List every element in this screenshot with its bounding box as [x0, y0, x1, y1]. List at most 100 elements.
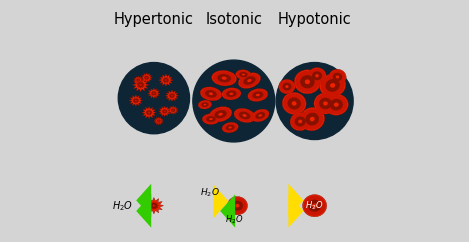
Ellipse shape — [308, 68, 326, 84]
Polygon shape — [148, 88, 160, 99]
Ellipse shape — [308, 200, 321, 212]
Polygon shape — [159, 74, 173, 86]
Ellipse shape — [227, 197, 248, 215]
Ellipse shape — [276, 62, 353, 140]
Ellipse shape — [118, 62, 189, 134]
Ellipse shape — [235, 109, 254, 122]
Ellipse shape — [243, 76, 256, 85]
Polygon shape — [164, 110, 166, 113]
Ellipse shape — [323, 101, 328, 106]
Ellipse shape — [312, 204, 317, 208]
Polygon shape — [142, 106, 156, 119]
Ellipse shape — [333, 73, 342, 81]
Ellipse shape — [315, 94, 336, 113]
Ellipse shape — [305, 79, 310, 84]
Polygon shape — [135, 99, 137, 102]
Ellipse shape — [321, 75, 345, 96]
Polygon shape — [141, 73, 152, 83]
Polygon shape — [170, 108, 176, 113]
Polygon shape — [172, 109, 174, 111]
Ellipse shape — [252, 91, 264, 98]
Ellipse shape — [283, 93, 305, 114]
Ellipse shape — [242, 114, 247, 117]
Ellipse shape — [312, 71, 322, 80]
Ellipse shape — [248, 89, 268, 101]
Polygon shape — [134, 76, 143, 84]
Text: Hypertonic: Hypertonic — [114, 12, 194, 27]
Ellipse shape — [239, 112, 250, 119]
Ellipse shape — [199, 101, 211, 109]
Ellipse shape — [287, 97, 301, 110]
Ellipse shape — [295, 116, 306, 127]
Ellipse shape — [290, 112, 310, 131]
Ellipse shape — [232, 201, 243, 211]
Ellipse shape — [203, 114, 219, 124]
Polygon shape — [139, 83, 142, 86]
Polygon shape — [136, 78, 141, 82]
Ellipse shape — [279, 79, 295, 94]
Ellipse shape — [330, 99, 343, 110]
Polygon shape — [165, 90, 179, 101]
Text: $H_2O$: $H_2O$ — [112, 199, 133, 212]
Ellipse shape — [212, 70, 237, 86]
Ellipse shape — [201, 102, 209, 107]
Ellipse shape — [236, 70, 251, 79]
Ellipse shape — [222, 122, 238, 133]
Ellipse shape — [242, 74, 245, 76]
Ellipse shape — [319, 98, 332, 109]
Polygon shape — [162, 77, 170, 83]
Polygon shape — [136, 81, 145, 89]
Polygon shape — [129, 95, 143, 106]
Ellipse shape — [325, 79, 340, 92]
Polygon shape — [168, 93, 176, 99]
Ellipse shape — [285, 85, 288, 88]
Polygon shape — [132, 97, 140, 104]
Ellipse shape — [223, 123, 238, 132]
Polygon shape — [145, 77, 148, 79]
Ellipse shape — [292, 101, 296, 106]
Ellipse shape — [300, 75, 315, 88]
Polygon shape — [154, 117, 164, 125]
Polygon shape — [152, 92, 155, 94]
Polygon shape — [159, 106, 171, 117]
Ellipse shape — [329, 69, 346, 85]
Ellipse shape — [228, 197, 247, 214]
Polygon shape — [144, 197, 164, 214]
Polygon shape — [132, 78, 149, 92]
Ellipse shape — [298, 120, 302, 123]
Ellipse shape — [310, 117, 315, 121]
Ellipse shape — [222, 77, 227, 80]
Ellipse shape — [209, 107, 232, 122]
Ellipse shape — [330, 83, 335, 88]
Polygon shape — [137, 79, 139, 81]
Ellipse shape — [256, 94, 260, 96]
Ellipse shape — [251, 109, 269, 122]
Ellipse shape — [238, 73, 261, 88]
Ellipse shape — [291, 113, 310, 130]
Ellipse shape — [300, 107, 325, 131]
Polygon shape — [148, 111, 151, 114]
Ellipse shape — [222, 88, 240, 99]
Ellipse shape — [234, 108, 255, 122]
Ellipse shape — [222, 88, 241, 100]
Ellipse shape — [212, 71, 235, 85]
Polygon shape — [168, 106, 178, 115]
Ellipse shape — [324, 94, 348, 115]
Ellipse shape — [217, 74, 231, 83]
Ellipse shape — [319, 74, 346, 97]
Polygon shape — [152, 204, 156, 207]
Ellipse shape — [303, 195, 326, 217]
Ellipse shape — [226, 91, 237, 97]
Ellipse shape — [325, 95, 348, 114]
Ellipse shape — [206, 116, 216, 122]
Polygon shape — [165, 79, 167, 81]
Text: $H_2O$: $H_2O$ — [200, 187, 220, 199]
Polygon shape — [144, 75, 150, 80]
Ellipse shape — [193, 60, 275, 142]
Ellipse shape — [214, 110, 227, 118]
Polygon shape — [171, 95, 173, 97]
Ellipse shape — [282, 83, 291, 91]
Ellipse shape — [228, 127, 232, 129]
Ellipse shape — [305, 113, 319, 126]
Polygon shape — [156, 119, 161, 123]
